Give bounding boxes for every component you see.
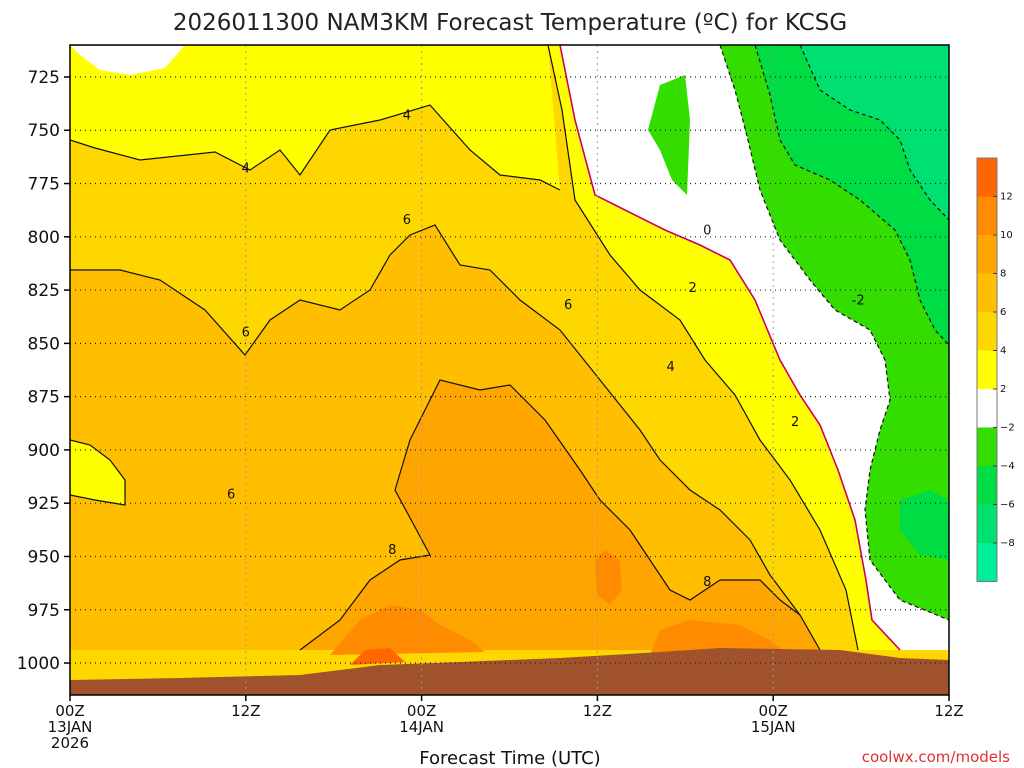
plot-area <box>70 45 949 695</box>
colorbar: 12 10 8 6 4 2 −2 −4 −6 −8 <box>976 157 1015 582</box>
colorbar-segment <box>977 196 997 236</box>
y-tick-label: 950 <box>28 547 60 567</box>
contour-label: 8 <box>703 575 711 590</box>
band-10-12-c <box>595 550 622 605</box>
x-tick-label: 00Z <box>407 702 436 720</box>
colorbar-segment <box>977 273 997 313</box>
y-tick-label: 800 <box>28 228 60 248</box>
x-tick-label: 12Z <box>583 702 612 720</box>
colorbar-segment <box>977 350 997 390</box>
y-tick-label: 725 <box>28 68 60 88</box>
y-tick-label: 900 <box>28 441 60 461</box>
contour-label: 2 <box>791 415 799 430</box>
colorbar-frame <box>976 157 998 582</box>
colorbar-label: 6 <box>1000 307 1006 318</box>
contour-label: 6 <box>242 326 250 341</box>
band-12-14 <box>350 648 405 665</box>
band-2-4-top <box>70 45 185 75</box>
colorbar-label: 4 <box>1000 346 1006 357</box>
credit-text: coolwx.com/models <box>862 748 1010 766</box>
band-8-10 <box>300 380 820 650</box>
colorbar-segment <box>977 235 997 274</box>
y-tick-label: 850 <box>28 334 60 354</box>
contour-line-freezing <box>559 45 901 651</box>
contour-line-4 <box>70 104 561 191</box>
x-tick-label: 2026 <box>51 734 89 752</box>
contour-line-2 <box>70 45 859 651</box>
x-axis-label: Forecast Time (UTC) <box>419 748 600 768</box>
grid <box>70 45 949 695</box>
y-tick-label: 925 <box>28 494 60 514</box>
colorbar-segment <box>977 466 997 505</box>
contour-label: 2 <box>688 281 696 296</box>
colorbar-segment <box>977 158 997 197</box>
colorbar-segment <box>977 504 997 544</box>
x-tick-label: 13JAN <box>48 718 93 736</box>
colorbar-label: −8 <box>1000 538 1015 549</box>
x-tick-label: 12Z <box>231 702 260 720</box>
colorbar-segment <box>977 389 997 428</box>
contour-line-6-pocket <box>70 439 126 506</box>
terrain <box>70 648 949 695</box>
colorbar-label: 12 <box>1000 192 1013 203</box>
contour-label: 8 <box>388 543 396 558</box>
contour-label: 6 <box>564 298 572 313</box>
colorbar-label: −2 <box>1000 423 1015 434</box>
y-tick-label: 775 <box>28 175 60 195</box>
contour-label: 4 <box>403 108 411 123</box>
y-tick-label: 825 <box>28 281 60 301</box>
contour-line-minus6 <box>799 45 949 221</box>
x-tick-label: 00Z <box>55 702 84 720</box>
y-axis: 725 750 775 800 825 850 875 900 925 950 975 1000 <box>17 68 70 674</box>
chart-title: 2026011300 NAM3KM Forecast Temperature (… <box>173 10 847 36</box>
contour-line-8 <box>299 379 801 651</box>
contour-label: -2 <box>852 294 865 309</box>
contour-line-minus2 <box>719 45 949 621</box>
y-tick-label: 875 <box>28 388 60 408</box>
x-tick-label: 12Z <box>934 702 963 720</box>
x-tick-label: 00Z <box>759 702 788 720</box>
contour-label: 6 <box>227 488 235 503</box>
contour-label: 0 <box>703 223 711 238</box>
colorbar-label: 8 <box>1000 269 1006 280</box>
band-minus8-minus6 <box>800 45 949 220</box>
colorbar-label: 10 <box>1000 230 1013 241</box>
band-10-12-b <box>650 620 790 655</box>
x-tick-label: 15JAN <box>751 718 796 736</box>
plot-frame <box>69 44 950 696</box>
colorbar-label: −6 <box>1000 500 1015 511</box>
band-2-4-pocket <box>70 440 125 505</box>
band-minus6-minus4 <box>755 45 949 560</box>
band-10-12-a <box>330 605 485 655</box>
colorbar-segment <box>977 427 997 467</box>
colorbar-segment <box>977 543 997 582</box>
y-tick-label: 1000 <box>17 654 60 674</box>
colorbar-segment <box>977 312 997 351</box>
x-tick-label: 14JAN <box>399 718 444 736</box>
colorbar-label: 2 <box>1000 384 1006 395</box>
colorbar-label: −4 <box>1000 461 1015 472</box>
contour-label: 6 <box>403 213 411 228</box>
contour-label: 4 <box>242 162 250 177</box>
contour-labels: 4 4 6 6 6 6 0 2 -2 4 2 8 8 <box>227 108 865 590</box>
y-tick-label: 750 <box>28 121 60 141</box>
y-tick-label: 975 <box>28 601 60 621</box>
contour-label: 4 <box>667 360 675 375</box>
